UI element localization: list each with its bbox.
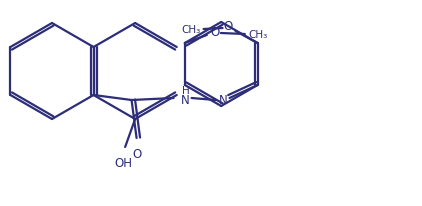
Text: O: O — [223, 20, 232, 33]
Text: O: O — [210, 26, 219, 39]
Text: O: O — [132, 147, 141, 160]
Text: N: N — [181, 94, 190, 107]
Text: N: N — [219, 94, 228, 107]
Text: CH₃: CH₃ — [248, 30, 268, 40]
Text: OH: OH — [114, 156, 132, 169]
Text: H: H — [182, 85, 189, 96]
Text: CH₃: CH₃ — [181, 25, 200, 35]
